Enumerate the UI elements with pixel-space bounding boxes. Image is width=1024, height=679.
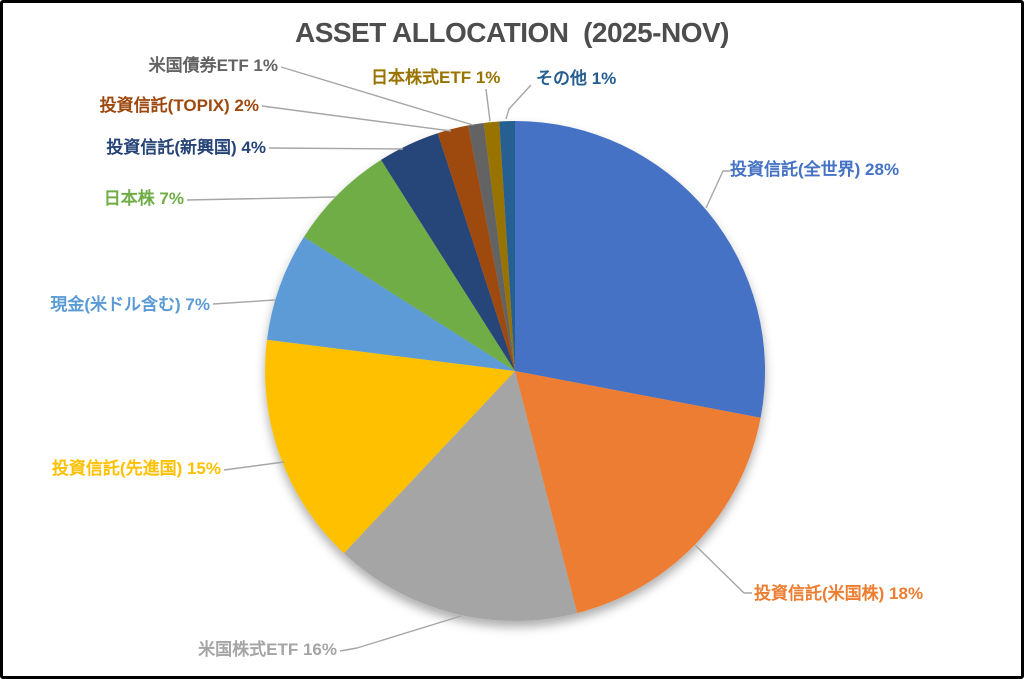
leader-line: [705, 170, 730, 209]
pie-slices: [265, 121, 766, 621]
leader-line: [268, 147, 404, 150]
leader-line: [485, 88, 491, 122]
slice-label: 現金(米ドル含む) 7%: [50, 294, 210, 314]
slice-label: 米国株式ETF 16%: [198, 639, 337, 659]
pie-slice-8: [468, 123, 515, 371]
leader-line: [212, 299, 276, 305]
slice-labels: 投資信託(全世界) 28% 投資信託(米国株) 18% 米国株式ETF 16% 投資信…: [50, 55, 923, 659]
chart-title: ASSET ALLOCATION (2025-NOV): [294, 17, 730, 48]
leader-line: [223, 461, 285, 471]
slice-label: その他 1%: [536, 68, 616, 88]
pie-chart: 投資信託(全世界) 28% 投資信託(米国株) 18% 米国株式ETF 16% 投資信…: [50, 55, 923, 659]
pie-slice-2: [343, 371, 578, 621]
pie-slice-1: [515, 371, 761, 614]
leader-line: [186, 196, 337, 201]
pie-slice-3: [265, 339, 515, 554]
pie-slice-0: [515, 121, 766, 418]
pie-slice-9: [483, 121, 515, 371]
pie-slice-6: [381, 133, 515, 371]
leader-line: [505, 84, 532, 120]
slice-label: 投資信託(TOPIX) 2%: [100, 95, 259, 115]
pie-slice-5: [303, 159, 515, 371]
slice-label: 日本株 7%: [104, 188, 184, 208]
slice-label: 米国債券ETF 1%: [149, 55, 278, 75]
leader-line: [280, 66, 474, 126]
pie-slice-7: [437, 125, 515, 372]
slice-label: 投資信託(先進国) 15%: [52, 458, 221, 478]
pie-slice-4: [267, 237, 515, 371]
pie-slice-10: [499, 121, 515, 371]
leader-line: [261, 105, 452, 132]
leader-line: [694, 544, 752, 594]
slice-label: 投資信託(新興国) 4%: [106, 137, 266, 157]
slice-label: 投資信託(米国株) 18%: [754, 583, 923, 603]
slice-label: 日本株式ETF 1%: [371, 67, 500, 87]
leader-line: [339, 615, 462, 652]
leader-lines: [186, 66, 752, 652]
slice-label: 投資信託(全世界) 28%: [730, 159, 899, 179]
